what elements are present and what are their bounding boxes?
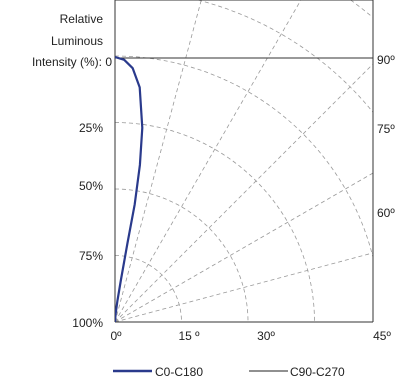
angle-tick-label-bottom: 15 º: [178, 329, 200, 343]
legend-item-1: C90-C270: [249, 365, 345, 379]
grid-arc-8: [115, 0, 400, 322]
angle-tick-label-bottom: 30º: [257, 329, 275, 343]
polar-grid: [115, 0, 400, 322]
angle-tick-label-bottom: 45º: [373, 329, 391, 343]
angle-tick-label-right: 60º: [377, 206, 395, 220]
angle-tick-label-right: 90º: [377, 53, 395, 67]
grid-ray-45: [115, 63, 373, 322]
label-layer: Relative Luminous Intensity (%): 0 25% 50% 75…: [32, 12, 395, 343]
grid-ray-15: [115, 0, 202, 322]
legend-item-0: C0-C180: [113, 365, 203, 379]
angle-tick-label-right: 75º: [377, 122, 395, 136]
y-axis-label-line-0: Relative: [60, 12, 104, 26]
grid-ray-75: [115, 252, 373, 322]
radial-tick-label: 50%: [79, 179, 103, 193]
radial-tick-label: 75%: [79, 249, 103, 263]
grid-arc-1: [115, 255, 182, 322]
radial-tick-label: 100%: [72, 316, 103, 330]
grid-arc-3: [115, 122, 315, 322]
series-layer: [115, 55, 144, 322]
grid-ray-60: [115, 172, 373, 322]
legend: C0-C180 C90-C270: [113, 365, 345, 379]
grid-arc-7: [115, 0, 400, 322]
series-line-0: [115, 55, 144, 322]
y-axis-label-line-2: Intensity (%): 0: [32, 55, 112, 69]
angle-tick-label-bottom: 0º: [110, 329, 122, 343]
radial-tick-label: 25%: [79, 121, 103, 135]
plot-frame: [114, 0, 374, 323]
grid-ray-30: [115, 0, 302, 322]
grid-arc-6: [349, 0, 373, 19]
legend-label: C90-C270: [290, 365, 345, 379]
grid-arc-5: [195, 0, 373, 113]
legend-label: C0-C180: [155, 365, 203, 379]
grid-arc-2: [115, 188, 249, 322]
y-axis-label-line-1: Luminous: [51, 34, 103, 48]
